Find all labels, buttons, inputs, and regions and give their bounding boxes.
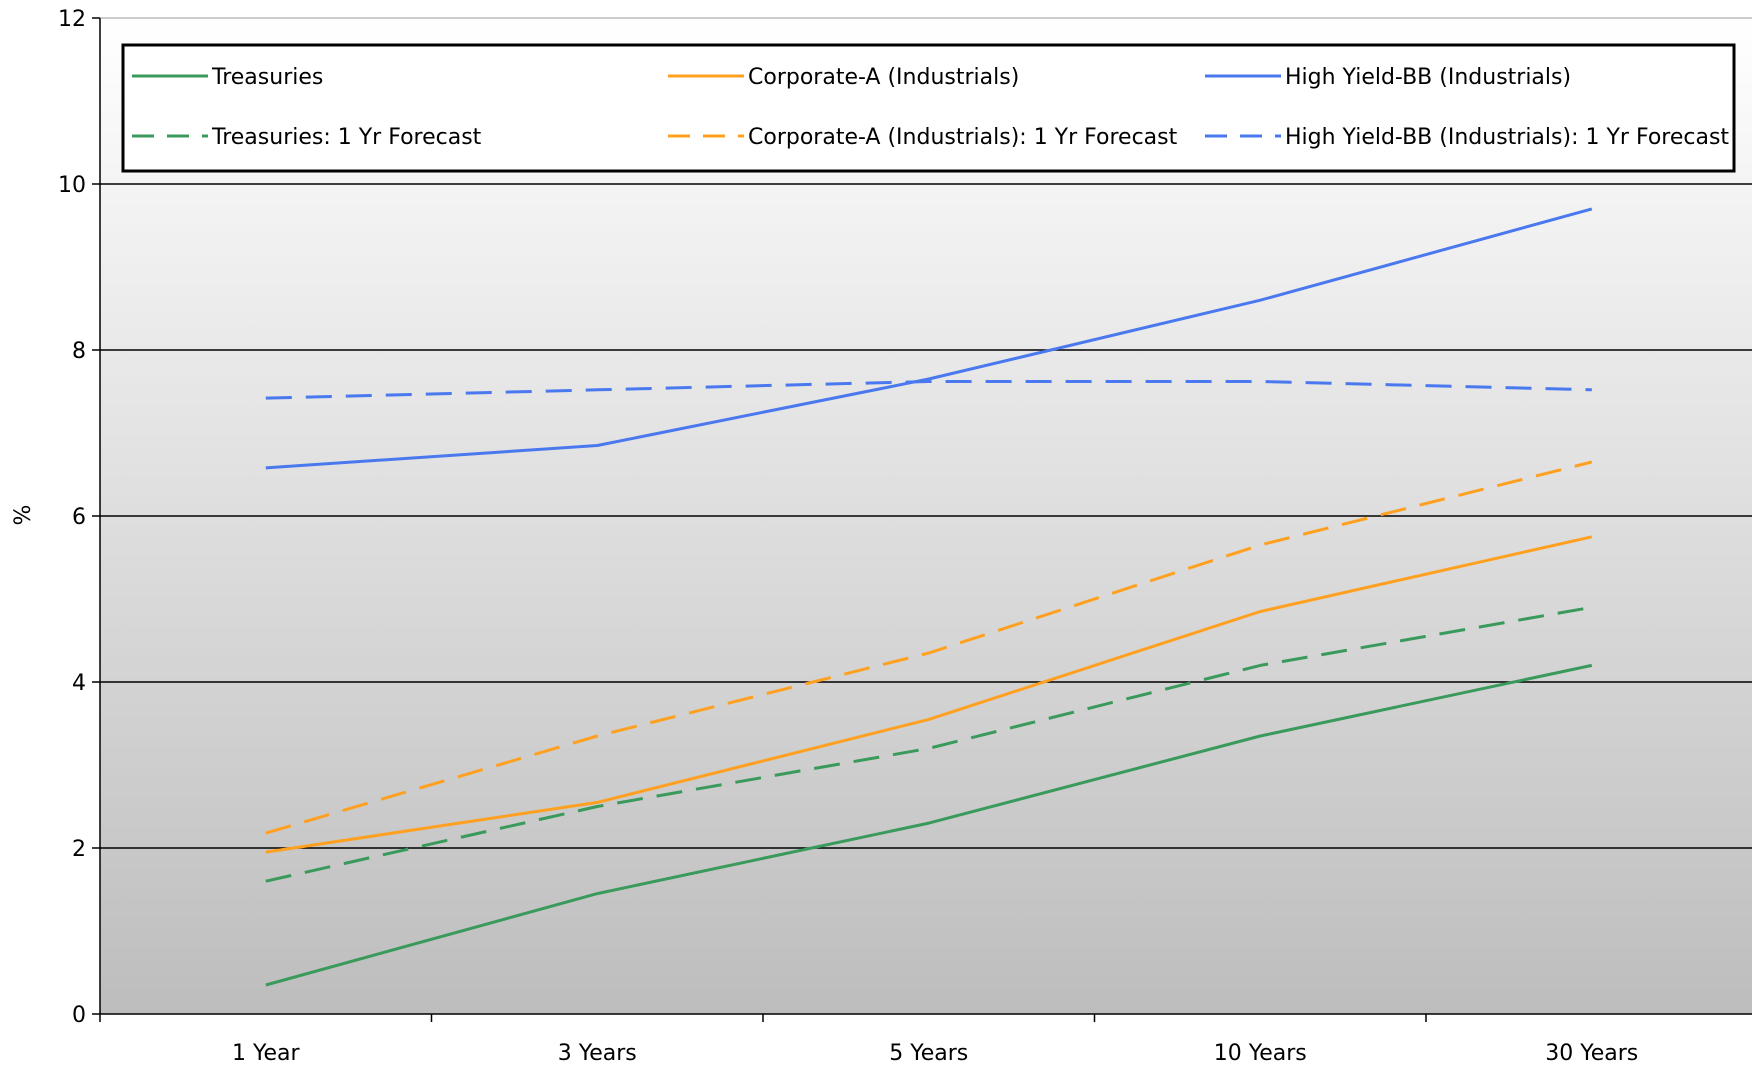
series-line-0 <box>265 663 1593 987</box>
legend-label-2: High Yield-BB (Industrials) <box>1285 65 1571 90</box>
y-axis-title: % <box>11 505 36 526</box>
series-line-5 <box>265 380 1592 400</box>
series-line-1 <box>265 535 1593 854</box>
legend-box <box>121 43 1736 173</box>
legend-label-3: Treasuries: 1 Yr Forecast <box>211 125 482 150</box>
y-tick-label: 10 <box>58 173 86 198</box>
x-tick-labels: 1 Year 3 Years 5 Years 10 Years 30 Years <box>99 1014 1638 1066</box>
legend-label-5: High Yield-BB (Industrials): 1 Yr Foreca… <box>1285 125 1729 150</box>
legend-label-0: Treasuries <box>211 65 323 90</box>
x-tick-label: 10 Years <box>1214 1041 1307 1066</box>
y-tick-labels: 0 2 4 6 8 10 12 <box>58 7 100 1028</box>
x-tick-label: 30 Years <box>1545 1041 1638 1066</box>
y-tick-label: 8 <box>72 339 86 364</box>
series-line-4 <box>265 460 1593 835</box>
legend: Treasuries Corporate-A (Industrials) High … <box>121 43 1736 173</box>
series-line-2 <box>265 207 1593 470</box>
x-tick-label: 1 Year <box>232 1041 301 1066</box>
legend-label-4: Corporate-A (Industrials): 1 Yr Forecast <box>748 125 1178 150</box>
y-tick-label: 4 <box>72 671 86 696</box>
y-tick-label: 2 <box>72 837 86 862</box>
gridlines <box>100 17 1752 849</box>
y-tick-label: 12 <box>58 7 86 32</box>
series-lines <box>265 207 1593 987</box>
x-tick-label: 5 Years <box>889 1041 968 1066</box>
series-line-3 <box>265 605 1593 883</box>
legend-label-1: Corporate-A (Industrials) <box>748 65 1019 90</box>
y-tick-label: 0 <box>72 1003 86 1028</box>
x-tick-label: 3 Years <box>558 1041 637 1066</box>
y-tick-label: 6 <box>72 505 86 530</box>
